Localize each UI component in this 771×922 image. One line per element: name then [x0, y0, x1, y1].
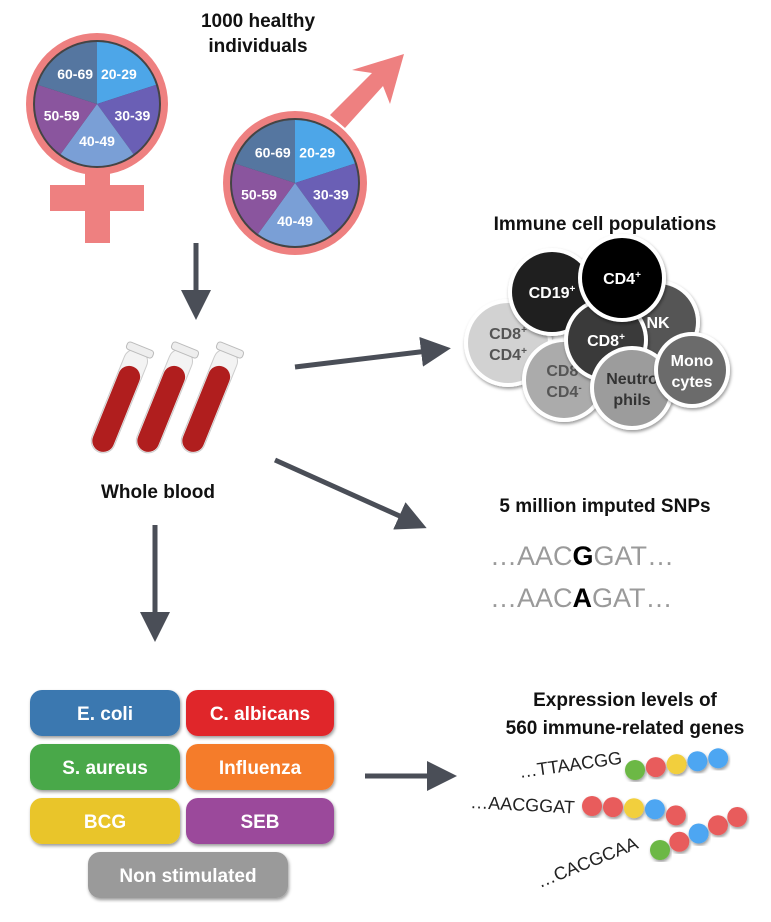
cell-label: cytes: [672, 374, 713, 391]
cell-label: CD8+: [587, 332, 625, 350]
age-label: 40-49: [79, 133, 115, 149]
svg-text:Influenza: Influenza: [219, 758, 302, 779]
expression-bead: [582, 796, 602, 816]
stimulus-e-coli: E. coli: [30, 690, 180, 736]
stimulus-s-aureus: S. aureus: [30, 744, 180, 790]
age-slice-20-29: [295, 120, 355, 183]
svg-text:…CACGCAA: …CACGCAA: [534, 833, 641, 892]
expression-bead: [645, 757, 666, 778]
age-label: 60-69: [255, 144, 291, 160]
cohort-title: 1000 healthy: [201, 11, 315, 32]
stimulus-bcg: BCG: [30, 798, 180, 844]
svg-text:…AACGGAT: …AACGGAT: [470, 792, 576, 817]
cell-mono-cytes: Mono cytes: [654, 332, 730, 408]
expression-bead: [623, 798, 644, 819]
age-slice-50-59: [232, 163, 295, 234]
age-label: 30-39: [313, 187, 349, 203]
expression-title-2: 560 immune-related genes: [506, 718, 745, 739]
expression-bead: [688, 823, 709, 844]
snps-title: 5 million imputed SNPs: [499, 496, 710, 517]
expression-bead: [708, 748, 729, 769]
stimuli: E. coli C. albicans S. aureus Influenza BCG S…: [30, 690, 334, 898]
age-slice-30-39: [295, 163, 358, 234]
arrow-to-cells: [294, 336, 451, 370]
cell-neutro-phils: Neutro phils: [590, 346, 674, 430]
age-slice-50-59: [34, 84, 97, 155]
age-label: 20-29: [299, 144, 335, 160]
female-symbol: 20-29 30-39 40-49 50-59 60-69: [26, 33, 168, 243]
blood-tube: [135, 341, 200, 454]
cohort-title-2: individuals: [208, 36, 307, 57]
snp-sequence-2: …AACAGAT…: [490, 583, 673, 613]
age-slice-40-49: [257, 183, 333, 247]
cell-label: CD4+: [603, 270, 641, 288]
svg-text:…TTAACGG: …TTAACGG: [518, 748, 623, 782]
stimulus-influenza: Influenza: [186, 744, 334, 790]
expression-bead: [687, 751, 708, 772]
cell-label: Neutro: [606, 371, 658, 388]
expression-bead: [602, 797, 623, 818]
age-slice-60-69: [235, 120, 295, 183]
expression-strand: …AACGGAT: [470, 792, 686, 826]
blood-tube: [180, 341, 245, 454]
cell-label: NK: [646, 315, 670, 332]
arrow-to-snps: [273, 457, 427, 530]
expression-strand: …CACGCAA: [534, 807, 748, 892]
age-label: 60-69: [57, 66, 93, 82]
expression-bead: [707, 815, 728, 836]
age-slice-60-69: [38, 42, 97, 104]
expression-bead: [669, 831, 690, 852]
cell-label: CD4-: [546, 383, 581, 401]
expression-strands: …TTAACGG …AACGGAT …CACGCAA: [470, 748, 748, 892]
age-slice-20-29: [97, 42, 156, 104]
cell-label: CD4+: [489, 346, 527, 364]
svg-text:SEB: SEB: [240, 812, 279, 833]
cells-title: Immune cell populations: [494, 214, 717, 235]
stimulus-non-stimulated: Non stimulated: [88, 852, 288, 898]
age-label: 50-59: [241, 187, 277, 203]
age-label: 20-29: [101, 66, 137, 82]
svg-text:C. albicans: C. albicans: [210, 704, 310, 725]
expression-bead: [644, 799, 665, 820]
stimulus-seb: SEB: [186, 798, 334, 844]
expression-bead: [625, 760, 645, 780]
expression-bead: [666, 754, 687, 775]
svg-text:Non stimulated: Non stimulated: [119, 866, 256, 887]
cell-label: CD19+: [529, 284, 576, 302]
cell-label: CD8+: [489, 325, 527, 343]
cell-populations: CD8+CD4+CD8-CD4-CD19+NKCD8+NeutrophilsMo…: [464, 234, 730, 430]
age-slice-40-49: [60, 104, 134, 166]
svg-text:E. coli: E. coli: [77, 704, 133, 725]
expression-bead: [650, 840, 670, 860]
svg-text:S. aureus: S. aureus: [62, 758, 148, 779]
expression-bead: [665, 805, 686, 826]
expression-title-1: Expression levels of: [533, 690, 717, 711]
male-arrow: [330, 54, 404, 128]
expression-bead: [727, 807, 748, 828]
blood-tubes: [90, 341, 245, 454]
arrows: [140, 243, 457, 791]
blood-tube: [90, 341, 155, 454]
snp-sequence-1: …AACGGAT…: [490, 541, 674, 571]
blood-label: Whole blood: [101, 482, 215, 503]
age-label: 50-59: [44, 107, 80, 123]
stimulus-c-albicans: C. albicans: [186, 690, 334, 736]
expression-strand: …TTAACGG: [518, 748, 729, 782]
svg-text:BCG: BCG: [84, 812, 126, 833]
age-label: 40-49: [277, 213, 313, 229]
cell-cd4: CD4+: [578, 234, 666, 322]
cell-label: phils: [613, 392, 650, 409]
age-label: 30-39: [114, 107, 150, 123]
cell-label: Mono: [671, 353, 714, 370]
age-slice-30-39: [97, 84, 159, 155]
